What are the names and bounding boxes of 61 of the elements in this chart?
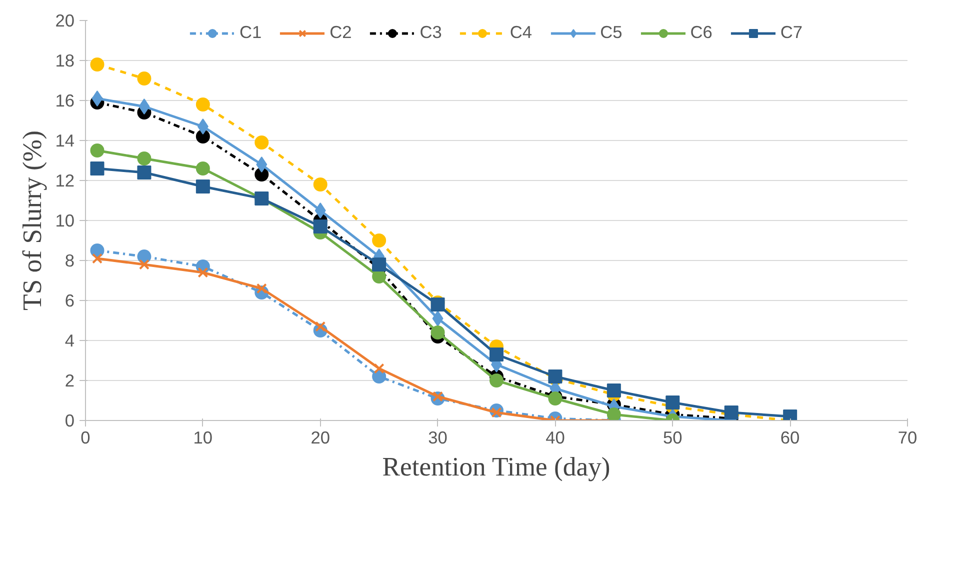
y-tick-label: 10 <box>55 210 75 230</box>
y-tick-label: 20 <box>55 10 75 30</box>
point <box>90 58 104 72</box>
point <box>138 259 150 270</box>
y-tick-label: 14 <box>55 130 75 150</box>
point <box>314 202 326 218</box>
point <box>196 162 210 176</box>
x-tick-label: 20 <box>310 428 330 448</box>
legend-label: C1 <box>239 22 262 43</box>
x-tick-label: 30 <box>428 428 448 448</box>
legend-label: C5 <box>600 22 622 43</box>
x-tick-label: 10 <box>193 428 213 448</box>
point <box>432 310 444 326</box>
point <box>137 152 152 166</box>
y-tick-label: 8 <box>64 250 75 270</box>
x-tick-label: 0 <box>80 428 90 448</box>
point <box>430 326 445 340</box>
point <box>491 407 502 418</box>
x-tick-label: 50 <box>663 428 682 448</box>
point <box>372 258 386 272</box>
point <box>254 136 269 150</box>
point <box>137 166 152 180</box>
point <box>256 156 268 172</box>
x-axis-title: Retention Time (day) <box>382 452 610 482</box>
point <box>137 72 152 86</box>
y-tick-label: 12 <box>55 170 75 190</box>
point <box>666 396 680 410</box>
legend-label: C3 <box>420 22 442 43</box>
point <box>606 408 621 420</box>
y-tick-label: 16 <box>55 90 75 110</box>
y-axis-title: TS of Slurry (%) <box>17 130 48 310</box>
legend-label: C7 <box>780 22 803 43</box>
point <box>196 98 210 112</box>
x-tick-label: 60 <box>780 428 800 448</box>
y-tick-label: 6 <box>64 290 75 310</box>
point <box>372 270 386 284</box>
x-tick-label: 70 <box>898 428 918 448</box>
point <box>196 180 210 194</box>
point <box>313 178 328 192</box>
y-tick-label: 18 <box>55 50 75 70</box>
point <box>90 162 104 176</box>
legend-label: C6 <box>690 22 712 43</box>
point <box>90 144 104 158</box>
y-tick-label: 2 <box>64 370 75 390</box>
point <box>92 253 102 264</box>
point <box>92 90 103 106</box>
legend-label: C2 <box>330 22 352 43</box>
point <box>197 118 208 134</box>
legend-label: C4 <box>510 22 532 43</box>
point <box>313 220 328 234</box>
point <box>606 384 621 398</box>
point <box>198 267 208 278</box>
y-tick-label: 4 <box>64 330 75 350</box>
x-tick-label: 40 <box>546 428 565 448</box>
point <box>138 98 150 114</box>
y-tick-label: 0 <box>64 410 75 430</box>
point <box>490 348 504 362</box>
point <box>372 370 386 384</box>
point <box>372 234 386 248</box>
point <box>490 374 504 388</box>
point <box>374 363 384 374</box>
